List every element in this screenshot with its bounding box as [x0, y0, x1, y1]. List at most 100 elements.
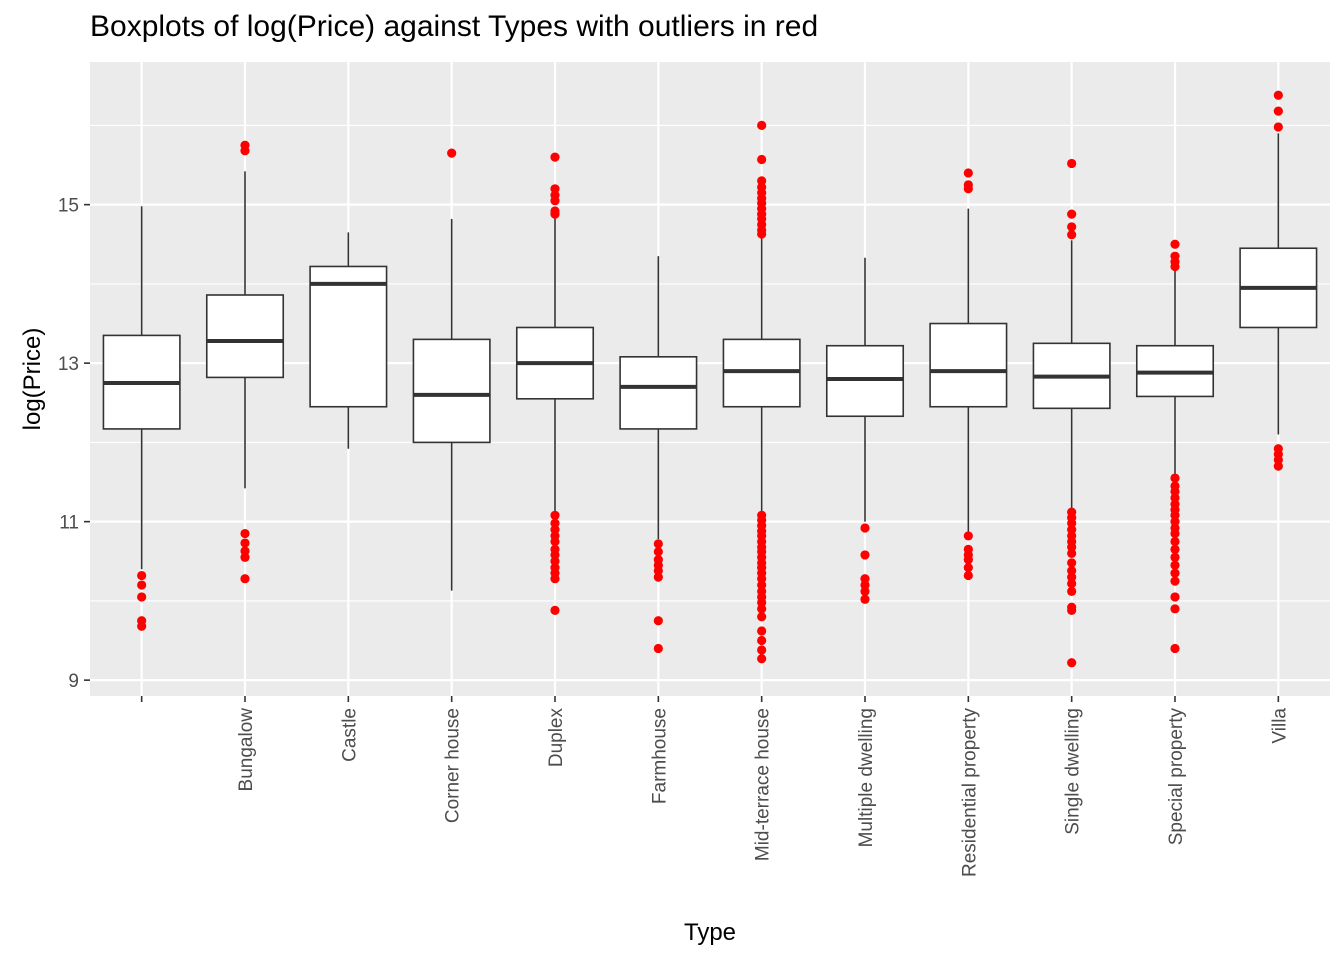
- outlier-point: [550, 184, 560, 194]
- outlier-point: [1273, 106, 1283, 116]
- outlier-point: [757, 654, 767, 664]
- x-tick-label: Mid-terrace house: [753, 708, 774, 861]
- box-group: [929, 168, 1008, 581]
- outlier-point: [653, 572, 663, 582]
- x-tick-label: Bungalow: [236, 708, 257, 792]
- x-tick-label: Multiple dwelling: [856, 708, 877, 847]
- outlier-point: [653, 539, 663, 549]
- outlier-point: [1170, 576, 1180, 586]
- outlier-point: [757, 120, 767, 130]
- box: [412, 338, 491, 444]
- outlier-point: [1067, 542, 1077, 552]
- outlier-point: [550, 510, 560, 520]
- x-tick-label: Single dwelling: [1063, 708, 1084, 835]
- y-tick-label: 9: [68, 671, 79, 692]
- outlier-point: [550, 605, 560, 616]
- x-tick-label: Residential property: [959, 708, 980, 877]
- x-axis-title: Type: [684, 919, 736, 946]
- outlier-point: [1170, 552, 1180, 562]
- outlier-point: [1170, 486, 1180, 497]
- outlier-point: [1067, 548, 1077, 558]
- outlier-point: [963, 570, 973, 581]
- x-tick-label: Castle: [339, 708, 360, 762]
- outlier-point: [240, 546, 250, 556]
- box: [205, 294, 285, 379]
- outlier-point: [1170, 592, 1180, 602]
- outlier-point: [860, 550, 870, 560]
- outlier-point: [1067, 558, 1077, 568]
- outlier-point: [550, 196, 560, 206]
- outlier-point: [240, 538, 250, 548]
- outlier-point: [550, 518, 560, 528]
- outlier-point: [137, 621, 147, 631]
- outlier-point: [860, 523, 870, 533]
- outlier-point: [1170, 473, 1180, 483]
- outlier-point: [1067, 518, 1077, 528]
- outlier-point: [1067, 572, 1077, 582]
- outlier-point: [240, 574, 250, 584]
- outlier-point: [757, 635, 767, 646]
- outlier-point: [1170, 544, 1180, 554]
- outlier-point: [757, 154, 767, 165]
- box: [929, 322, 1008, 408]
- outlier-point: [550, 556, 560, 566]
- outlier-point: [757, 574, 767, 584]
- outlier-point: [1170, 643, 1180, 654]
- outlier-point: [240, 552, 250, 562]
- outlier-point: [447, 148, 457, 158]
- outlier-point: [1170, 568, 1180, 578]
- outlier-point: [1273, 90, 1283, 100]
- box-group: [1135, 239, 1215, 654]
- outlier-point: [1170, 517, 1180, 527]
- outlier-point: [1067, 158, 1077, 169]
- outlier-point: [1170, 493, 1180, 503]
- box-group: [825, 257, 905, 604]
- outlier-point: [1067, 578, 1077, 589]
- outlier-point: [1170, 560, 1180, 570]
- outlier-point: [757, 626, 767, 636]
- outlier-point: [550, 152, 560, 162]
- x-tick-label: Corner house: [443, 708, 464, 823]
- outlier-point: [653, 643, 663, 654]
- outlier-point: [1067, 524, 1077, 535]
- outlier-point: [1067, 209, 1077, 219]
- outlier-point: [757, 597, 767, 608]
- x-tick-label: Farmhouse: [649, 708, 670, 804]
- outlier-point: [550, 536, 560, 547]
- outlier-point: [1067, 222, 1077, 232]
- outlier-point: [1170, 536, 1180, 547]
- box-group: [722, 120, 801, 664]
- x-tick-label: Special property: [1166, 708, 1187, 846]
- y-axis: 9 11 13 15: [58, 196, 90, 692]
- outlier-point: [757, 604, 767, 614]
- outlier-point: [137, 580, 147, 590]
- y-tick-label: 13: [58, 354, 79, 375]
- outlier-point: [757, 176, 767, 186]
- outlier-point: [1067, 658, 1077, 668]
- outlier-point: [963, 168, 973, 178]
- outlier-point: [550, 550, 560, 560]
- outlier-point: [1067, 605, 1077, 616]
- outlier-point: [1170, 604, 1180, 614]
- outlier-point: [137, 570, 147, 581]
- outlier-point: [860, 574, 870, 584]
- outlier-point: [963, 563, 973, 573]
- outlier-point: [240, 528, 250, 539]
- outlier-point: [757, 580, 767, 590]
- y-tick-label: 15: [58, 196, 79, 217]
- outlier-point: [757, 645, 767, 655]
- outlier-point: [1273, 461, 1283, 471]
- x-tick-label: Duplex: [546, 708, 567, 768]
- x-tick-label: Villa: [1269, 708, 1290, 744]
- outlier-point: [860, 586, 870, 596]
- outlier-point: [653, 566, 663, 576]
- outlier-point: [963, 531, 973, 541]
- outlier-point: [860, 580, 870, 590]
- box-series: [102, 90, 1318, 668]
- outlier-point: [1170, 528, 1180, 539]
- y-tick-label: 11: [59, 513, 79, 534]
- outlier-point: [1067, 586, 1077, 596]
- outlier-point: [1273, 455, 1283, 465]
- box: [309, 265, 388, 408]
- box-group: [309, 232, 388, 449]
